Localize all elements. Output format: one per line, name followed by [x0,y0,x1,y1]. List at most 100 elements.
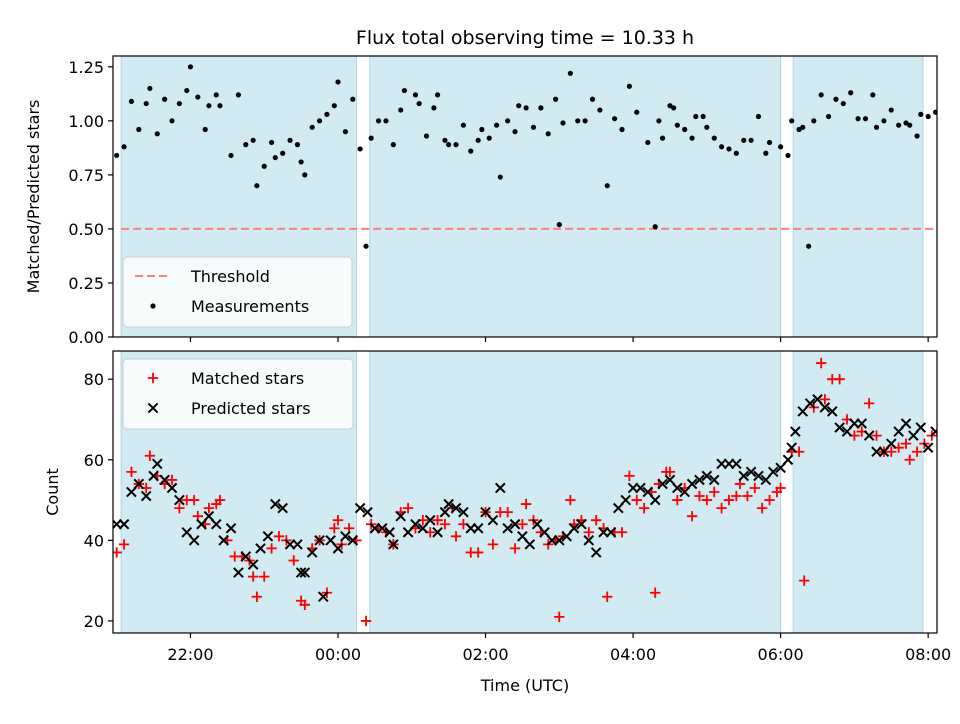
data-point [402,88,407,93]
y-tick-label: 0.00 [68,328,104,347]
data-point [121,144,126,149]
y-tick-label: 1.00 [68,112,104,131]
data-point [424,133,429,138]
y-tick-label: 20 [84,612,104,631]
data-point [945,583,955,593]
data-point [538,105,543,110]
x-tick-label: 04:00 [610,645,656,664]
data-point [914,133,919,138]
data-point [682,127,687,132]
data-point [435,92,440,97]
data-point [811,118,816,123]
data-point [505,118,510,123]
data-point [778,144,783,149]
data-point [645,140,650,145]
x-axis-label: Time (UTC) [480,676,569,695]
legend-marker-swatch [150,303,155,308]
y-tick-label: 40 [84,531,104,550]
data-point [789,118,794,123]
data-point [896,123,901,128]
data-point [206,103,211,108]
legend-label: Matched stars [191,369,304,388]
data-point [243,142,248,147]
y-axis-label: Count [43,468,62,516]
data-point [369,136,374,141]
data-point [874,125,879,130]
data-point [568,71,573,76]
data-point [254,183,259,188]
legend-label: Threshold [190,267,270,286]
legend: Matched stars Predicted stars [123,359,353,429]
data-point [590,97,595,102]
data-point [671,105,676,110]
data-point [335,79,340,84]
legend-label: Predicted stars [191,399,311,418]
data-point [524,105,529,110]
data-point [383,118,388,123]
data-point [785,153,790,158]
data-point [841,101,846,106]
data-point [214,92,219,97]
data-point [273,155,278,160]
data-point [848,90,853,95]
data-point [129,99,134,104]
data-point [317,118,322,123]
data-point [343,129,348,134]
chart-title: Flux total observing time = 10.33 h [356,27,694,49]
data-point [217,103,222,108]
data-point [487,136,492,141]
data-point [741,138,746,143]
data-point [169,118,174,123]
data-point [363,244,368,249]
data-point [546,131,551,136]
data-point [946,431,955,440]
data-point [575,118,580,123]
data-point [656,118,661,123]
data-point [295,142,300,147]
data-point [863,116,868,121]
data-point [619,127,624,132]
data-point [228,153,233,158]
y-tick-label: 0.25 [68,274,104,293]
data-point [826,114,831,119]
data-point [597,107,602,112]
data-point [144,101,149,106]
data-point [512,129,517,134]
data-point [634,110,639,115]
data-point [660,136,665,141]
data-point [612,116,617,121]
data-point [701,114,706,119]
data-point [756,114,761,119]
data-point [653,224,658,229]
data-point [453,142,458,147]
data-point [855,116,860,121]
data-point [302,172,307,177]
data-point [806,244,811,249]
data-point [184,88,189,93]
data-point [251,138,256,143]
x-tick-label: 02:00 [462,645,508,664]
legend: Threshold Measurements [123,257,352,327]
data-point [938,426,948,436]
data-point [870,92,875,97]
legend-label: Measurements [191,297,309,316]
data-point [188,64,193,69]
data-point [417,101,422,106]
data-point [269,140,274,145]
data-point [147,86,152,91]
data-point [557,222,562,227]
data-point [516,103,521,108]
data-point [350,97,355,102]
x-tick-label: 08:00 [905,645,951,664]
data-point [413,92,418,97]
x-tick-label: 00:00 [315,645,361,664]
data-point [446,142,451,147]
data-point [155,131,160,136]
data-point [468,149,473,154]
data-point [195,94,200,99]
data-point [376,118,381,123]
data-point [800,125,805,130]
data-point [236,92,241,97]
